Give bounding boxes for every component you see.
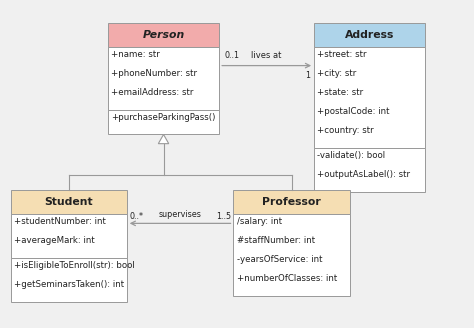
Bar (233, 190, 350, 214)
Text: -yearsOfService: int: -yearsOfService: int (237, 255, 322, 264)
Polygon shape (158, 134, 169, 144)
Bar (314, 148, 426, 192)
Bar (314, 47, 426, 148)
Text: Person: Person (142, 30, 185, 40)
Text: +isEligibleToEnroll(str): bool: +isEligibleToEnroll(str): bool (14, 261, 135, 270)
Text: Address: Address (345, 30, 394, 40)
Bar (233, 214, 350, 296)
Text: Professor: Professor (262, 197, 321, 207)
Bar (10, 190, 127, 214)
Bar (10, 258, 127, 302)
Text: +country: str: +country: str (318, 126, 374, 134)
Text: 1: 1 (305, 71, 310, 79)
Bar (108, 23, 219, 47)
Text: +averageMark: int: +averageMark: int (14, 236, 95, 245)
Text: +postalCode: int: +postalCode: int (318, 107, 390, 115)
Text: +city: str: +city: str (318, 69, 356, 77)
Text: +studentNumber: int: +studentNumber: int (14, 217, 106, 226)
Text: Student: Student (45, 197, 93, 207)
Bar (10, 214, 127, 258)
Text: +outputAsLabel(): str: +outputAsLabel(): str (318, 170, 410, 178)
Text: +emailAddress: str: +emailAddress: str (111, 88, 193, 96)
Bar (314, 23, 426, 47)
Text: 1..5: 1..5 (216, 212, 231, 221)
Text: +state: str: +state: str (318, 88, 364, 96)
Text: +phoneNumber: str: +phoneNumber: str (111, 69, 197, 77)
Bar (108, 110, 219, 134)
Text: +street: str: +street: str (318, 50, 367, 58)
Text: +purchaseParkingPass(): +purchaseParkingPass() (111, 113, 216, 121)
Text: #staffNumber: int: #staffNumber: int (237, 236, 315, 245)
Text: +name: str: +name: str (111, 50, 160, 58)
Text: 0..*: 0..* (129, 212, 143, 221)
Text: +getSeminarsTaken(): int: +getSeminarsTaken(): int (14, 280, 124, 289)
Text: 0..1: 0..1 (225, 51, 240, 60)
Text: +numberOfClasses: int: +numberOfClasses: int (237, 274, 337, 283)
Text: /salary: int: /salary: int (237, 217, 282, 226)
Bar (108, 47, 219, 110)
Text: lives at: lives at (251, 51, 282, 60)
Text: -validate(): bool: -validate(): bool (318, 151, 385, 159)
Text: supervises: supervises (159, 211, 201, 219)
